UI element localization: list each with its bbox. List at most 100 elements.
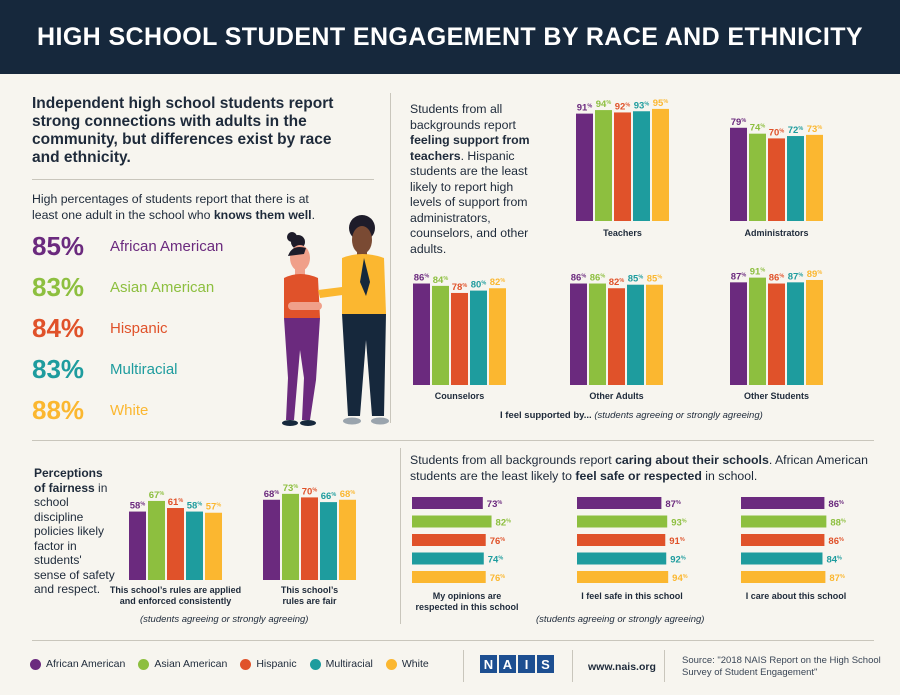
data-label: 91%: [750, 267, 766, 278]
data-label: 91%: [669, 536, 685, 547]
stat-row: 84% Hispanic: [32, 311, 168, 345]
data-label: 86%: [769, 273, 785, 284]
data-label: 86%: [414, 273, 430, 284]
support-text: Students from all backgrounds report fee…: [410, 102, 530, 256]
stat-row: 83% Asian American: [32, 270, 214, 304]
bar: [577, 571, 669, 583]
fairness-text: Perceptions of fairness in school discip…: [34, 466, 115, 596]
bar: [489, 288, 506, 385]
data-label: 82%: [496, 518, 512, 529]
stat-percent: 83%: [32, 353, 85, 384]
legend-label: White: [401, 658, 429, 670]
bar: [263, 499, 280, 580]
legend-swatch: [138, 658, 150, 670]
data-label: 82%: [490, 277, 506, 288]
bar: [432, 285, 449, 385]
bar: [787, 282, 804, 385]
data-label: 58%: [130, 501, 146, 512]
legend-label: Asian American: [154, 658, 228, 670]
stat-label: White: [110, 401, 149, 419]
bar: [806, 279, 823, 385]
bar: [282, 493, 299, 580]
bar: [413, 283, 430, 385]
bar: [167, 508, 184, 580]
data-label: 79%: [731, 117, 747, 128]
legend-swatch: [385, 658, 397, 670]
data-label: 84%: [826, 555, 842, 566]
divider: [400, 448, 401, 624]
data-label: 61%: [168, 497, 184, 508]
data-label: 80%: [471, 280, 487, 291]
bar: [577, 515, 668, 528]
chart-title: Counselors: [435, 391, 485, 401]
data-label: 58%: [187, 501, 203, 512]
legend-swatch: [309, 658, 321, 670]
data-label: 73%: [807, 124, 823, 135]
chart-title: Other Adults: [589, 391, 643, 401]
data-label: 86%: [828, 499, 844, 510]
data-label: 72%: [788, 125, 804, 136]
data-label: 74%: [750, 123, 766, 134]
bar: [749, 133, 766, 221]
stat-row: 85% African American: [32, 229, 223, 263]
data-label: 86%: [828, 536, 844, 547]
chart-title: This school’s: [281, 585, 338, 595]
logo-letter: N: [480, 655, 497, 673]
fairness-note: (students agreeing or strongly agreeing): [140, 614, 309, 625]
data-label: 68%: [340, 489, 356, 500]
data-label: 74%: [488, 555, 504, 566]
bar: [412, 515, 492, 528]
data-label: 92%: [670, 555, 686, 566]
divider: [32, 179, 374, 180]
chart-title: respected in this school: [415, 602, 518, 612]
stat-label: Hispanic: [110, 319, 168, 337]
stat-percent: 84%: [32, 312, 85, 343]
legend-label: African American: [46, 658, 126, 670]
bar: [320, 502, 337, 580]
data-label: 70%: [769, 127, 785, 138]
caring-note: (students agreeing or strongly agreeing): [536, 614, 705, 625]
chart-title: rules are fair: [282, 596, 337, 606]
bar: [749, 277, 766, 385]
bar: [646, 284, 663, 385]
divider: [572, 650, 573, 682]
chart-title: I care about this school: [746, 591, 847, 601]
chart-title: I feel safe in this school: [581, 591, 683, 601]
legend-item: White: [385, 658, 429, 670]
data-label: 87%: [731, 271, 747, 282]
data-label: 86%: [590, 273, 606, 284]
legend-label: Hispanic: [256, 658, 297, 670]
bar: [633, 111, 650, 221]
data-label: 85%: [647, 274, 663, 285]
bar: [577, 552, 667, 565]
bar: [589, 283, 606, 385]
bar: [741, 515, 827, 528]
legend-label: Multiracial: [325, 658, 373, 670]
data-label: 94%: [672, 573, 688, 584]
data-label: 87%: [665, 499, 681, 510]
data-label: 86%: [571, 273, 587, 284]
data-label: 66%: [321, 491, 337, 502]
data-label: 89%: [807, 269, 823, 280]
chart-title: This school’s rules are applied: [110, 585, 241, 595]
data-label: 88%: [830, 518, 846, 529]
source-text: Source: "2018 NAIS Report on the High Sc…: [682, 655, 881, 678]
data-label: 76%: [490, 573, 506, 584]
data-label: 57%: [206, 502, 222, 513]
stat-row: 88% White: [32, 393, 148, 427]
stat-percent: 88%: [32, 394, 85, 425]
bar: [470, 290, 487, 385]
bar: [577, 534, 666, 546]
stat-percent: 85%: [32, 230, 85, 261]
website-link[interactable]: www.nais.org: [588, 661, 656, 673]
bar: [412, 534, 486, 546]
bar: [768, 138, 785, 221]
stat-percent: 83%: [32, 271, 85, 302]
data-label: 94%: [596, 99, 612, 110]
bar: [301, 497, 318, 580]
bar: [412, 497, 483, 509]
data-label: 78%: [452, 282, 468, 293]
caring-text: Students from all backgrounds report car…: [410, 453, 868, 483]
stat-label: Asian American: [110, 278, 215, 296]
